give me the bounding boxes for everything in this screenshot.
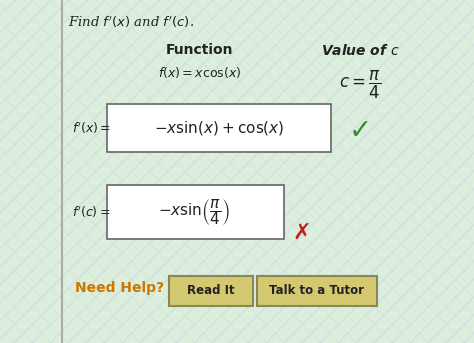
Text: Find $f'(x)$ and $f'(c)$.: Find $f'(x)$ and $f'(c)$.	[68, 15, 194, 31]
Text: ✓: ✓	[348, 117, 372, 145]
Text: Need Help?: Need Help?	[75, 281, 164, 295]
Text: $-x\sin(x) + \cos(x)$: $-x\sin(x) + \cos(x)$	[154, 119, 284, 137]
Text: ✗: ✗	[292, 223, 311, 243]
Text: $f'(x) =$: $f'(x) =$	[72, 120, 111, 136]
Text: $f'(c) =$: $f'(c) =$	[72, 204, 110, 220]
Text: Value of $c$: Value of $c$	[320, 43, 400, 58]
Text: Read It: Read It	[187, 284, 235, 297]
FancyBboxPatch shape	[169, 276, 253, 306]
Text: $f(x) = x \cos(x)$: $f(x) = x \cos(x)$	[158, 65, 242, 80]
Text: $-x\sin\!\left(\dfrac{\pi}{4}\right)$: $-x\sin\!\left(\dfrac{\pi}{4}\right)$	[158, 197, 230, 227]
Text: Function: Function	[166, 43, 234, 57]
FancyBboxPatch shape	[107, 104, 331, 152]
Text: Talk to a Tutor: Talk to a Tutor	[270, 284, 365, 297]
FancyBboxPatch shape	[107, 185, 284, 239]
Text: $c = \dfrac{\pi}{4}$: $c = \dfrac{\pi}{4}$	[339, 69, 381, 101]
FancyBboxPatch shape	[257, 276, 377, 306]
